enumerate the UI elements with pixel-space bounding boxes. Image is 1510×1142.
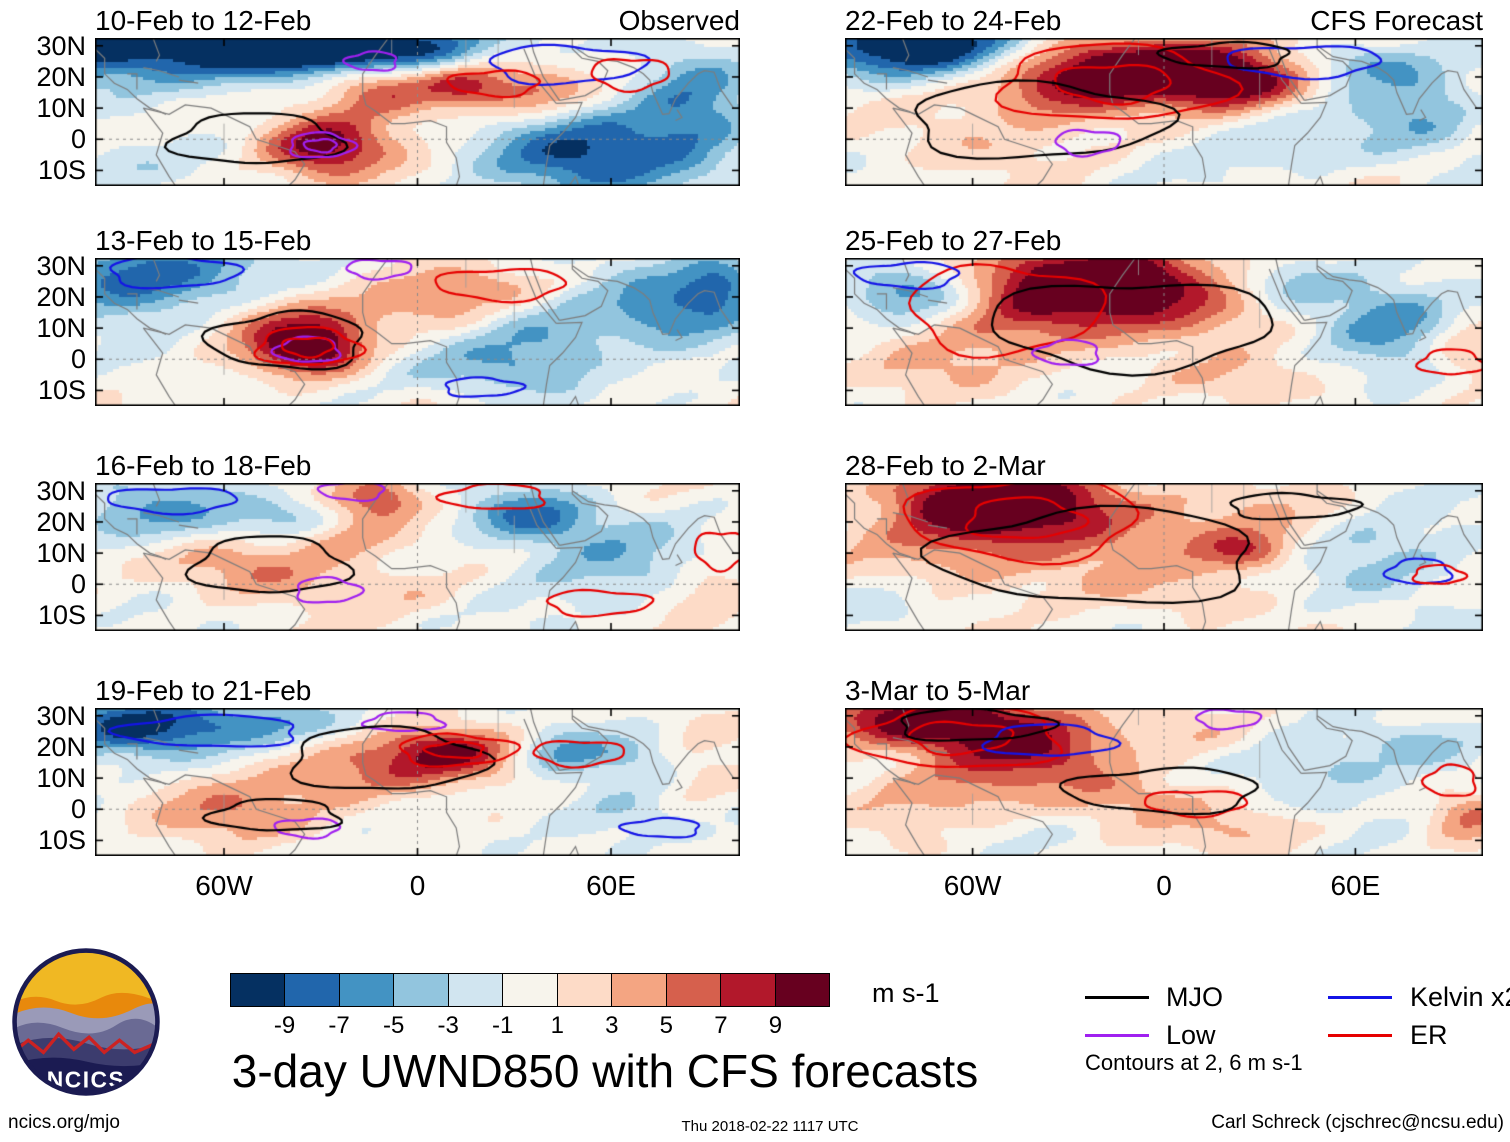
map-panel bbox=[95, 38, 740, 186]
lat-tick-label: 20N bbox=[36, 281, 86, 312]
colorbar-tick-label: 7 bbox=[714, 1012, 728, 1039]
map-panel bbox=[95, 708, 740, 856]
legend-label-er: ER bbox=[1410, 1020, 1448, 1050]
lat-tick-label: 10S bbox=[37, 375, 86, 406]
footer-timestamp: Thu 2018-02-22 1117 UTC bbox=[681, 1118, 859, 1135]
lat-tick-label: 10S bbox=[37, 600, 86, 631]
legend-note: Contours at 2, 6 m s-1 bbox=[1085, 1050, 1303, 1075]
lat-tick-label: 20N bbox=[36, 61, 86, 92]
lat-tick-label: 10N bbox=[36, 763, 86, 794]
lat-tick-label: 20N bbox=[36, 731, 86, 762]
colorbar-tick-label: 5 bbox=[659, 1012, 674, 1039]
colorbar-tick-label: -3 bbox=[437, 1012, 459, 1039]
colorbar-cell bbox=[394, 974, 449, 1006]
panel-title: 13-Feb to 15-Feb bbox=[95, 225, 312, 256]
panel-title: 28-Feb to 2-Mar bbox=[845, 450, 1046, 481]
colorbar-tick-label: 3 bbox=[605, 1012, 619, 1039]
colorbar-tick-label: 9 bbox=[768, 1012, 783, 1039]
lon-tick-label: 0 bbox=[1156, 870, 1172, 901]
map-panel bbox=[845, 483, 1483, 631]
lat-tick-label: 10S bbox=[37, 825, 86, 856]
footer-credit: Carl Schreck (cjschrec@ncsu.edu) bbox=[1211, 1112, 1504, 1133]
lon-tick-label: 60W bbox=[195, 870, 253, 901]
map-panel bbox=[845, 708, 1483, 856]
panel-title: 22-Feb to 24-Feb bbox=[845, 5, 1062, 36]
legend-line-er bbox=[1328, 1034, 1392, 1037]
column-header: Observed bbox=[618, 5, 740, 36]
lat-tick-label: 0 bbox=[70, 124, 86, 155]
panel-title: 19-Feb to 21-Feb bbox=[95, 675, 312, 706]
ncics-logo: NCICS bbox=[12, 948, 160, 1096]
lon-tick-label: 0 bbox=[409, 870, 426, 901]
colorbar-cell bbox=[666, 974, 722, 1006]
map-panel bbox=[845, 258, 1483, 406]
colorbar bbox=[230, 973, 830, 1007]
lat-tick-label: 10S bbox=[37, 155, 86, 186]
panel-title: 16-Feb to 18-Feb bbox=[95, 450, 312, 481]
footer-site: ncics.org/mjo bbox=[8, 1112, 120, 1133]
colorbar-tick-label: -7 bbox=[328, 1012, 350, 1039]
lon-tick-label: 60W bbox=[943, 870, 1002, 901]
legend-line-low bbox=[1085, 1034, 1149, 1037]
lat-tick-label: 10N bbox=[36, 313, 86, 344]
legend-label-low: Low bbox=[1166, 1020, 1216, 1050]
panel-title: 3-Mar to 5-Mar bbox=[845, 675, 1031, 706]
lon-tick-label: 60E bbox=[586, 870, 636, 901]
colorbar-cell bbox=[612, 974, 667, 1006]
legend-line-mjo bbox=[1085, 996, 1149, 999]
lat-tick-label: 10N bbox=[36, 93, 86, 124]
figure-title: 3-day UWND850 with CFS forecasts bbox=[231, 1045, 979, 1097]
logo-ring bbox=[12, 948, 160, 1096]
lat-tick-label: 0 bbox=[70, 344, 86, 375]
lat-tick-label: 30N bbox=[36, 475, 86, 506]
legend-label-mjo: MJO bbox=[1166, 982, 1223, 1012]
lat-tick-label: 20N bbox=[36, 506, 86, 537]
lon-tick-label: 60E bbox=[1330, 870, 1381, 901]
colorbar-tick-label: -5 bbox=[382, 1012, 405, 1039]
map-panel bbox=[845, 38, 1483, 186]
colorbar-cell bbox=[557, 974, 613, 1006]
colorbar-cell bbox=[448, 974, 504, 1006]
colorbar-units: m s-1 bbox=[872, 978, 940, 1008]
lat-tick-label: 0 bbox=[70, 794, 86, 825]
colorbar-cell bbox=[775, 974, 829, 1006]
lat-tick-label: 30N bbox=[36, 30, 86, 61]
colorbar-tick-label: -1 bbox=[492, 1012, 514, 1039]
panel-title: 25-Feb to 27-Feb bbox=[845, 225, 1062, 256]
column-header: CFS Forecast bbox=[1310, 5, 1483, 36]
lat-tick-label: 30N bbox=[36, 250, 86, 281]
legend-line-kelvin bbox=[1328, 996, 1392, 999]
lat-tick-label: 0 bbox=[70, 569, 86, 600]
colorbar-cell bbox=[285, 974, 340, 1006]
map-panel bbox=[95, 483, 740, 631]
colorbar-cell bbox=[339, 974, 395, 1006]
colorbar-tick-label: -9 bbox=[273, 1012, 296, 1039]
colorbar-cell bbox=[721, 974, 776, 1006]
lat-tick-label: 30N bbox=[36, 700, 86, 731]
lat-tick-label: 10N bbox=[36, 538, 86, 569]
colorbar-cell bbox=[231, 974, 286, 1006]
logo-trace-line bbox=[14, 1031, 157, 1055]
legend-label-kelvin: Kelvin x2 bbox=[1410, 982, 1510, 1012]
colorbar-cell bbox=[503, 974, 558, 1006]
map-panel bbox=[95, 258, 740, 406]
panel-title: 10-Feb to 12-Feb bbox=[95, 5, 312, 36]
colorbar-tick-label: 1 bbox=[550, 1012, 564, 1039]
